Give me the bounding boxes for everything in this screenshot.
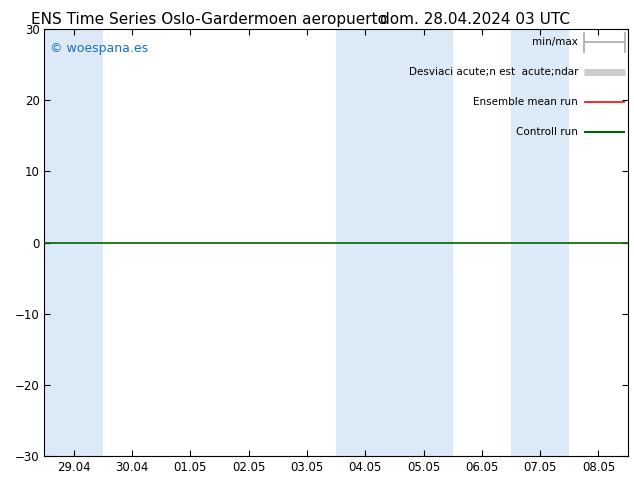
Text: Ensemble mean run: Ensemble mean run: [474, 97, 578, 107]
Text: dom. 28.04.2024 03 UTC: dom. 28.04.2024 03 UTC: [380, 12, 571, 27]
Text: ENS Time Series Oslo-Gardermoen aeropuerto: ENS Time Series Oslo-Gardermoen aeropuer…: [31, 12, 387, 27]
Text: min/max: min/max: [532, 37, 578, 47]
Bar: [394, 29, 453, 456]
Text: Controll run: Controll run: [516, 127, 578, 137]
Bar: [336, 29, 394, 456]
Bar: [44, 29, 103, 456]
Text: © woespana.es: © woespana.es: [50, 42, 148, 55]
Text: Desviaci acute;n est  acute;ndar: Desviaci acute;n est acute;ndar: [408, 67, 578, 77]
Bar: [511, 29, 569, 456]
